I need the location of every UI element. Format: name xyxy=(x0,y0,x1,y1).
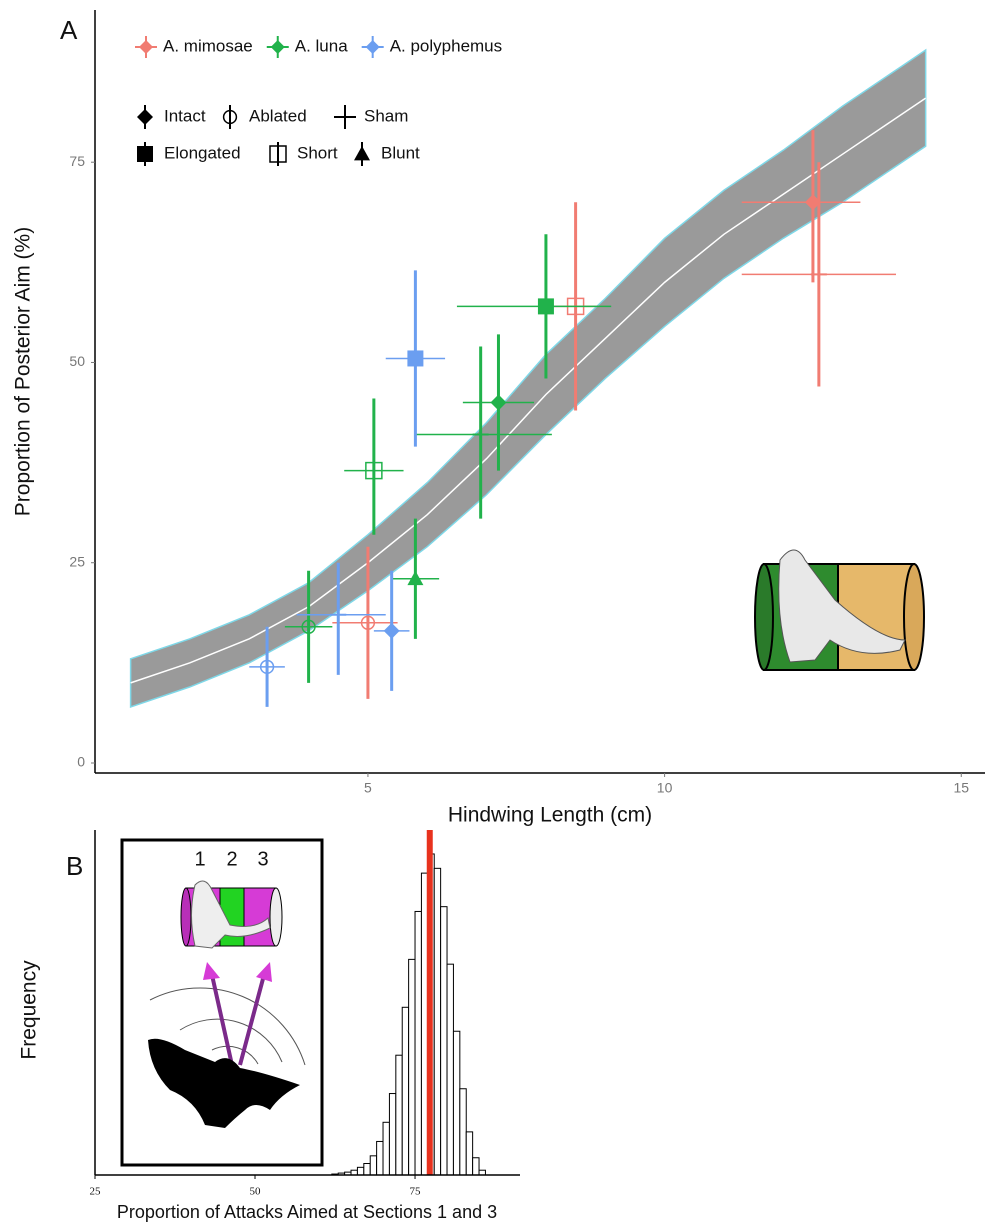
legend-label: Blunt xyxy=(381,143,420,162)
legend-label: Elongated xyxy=(164,143,241,162)
data-point xyxy=(301,619,316,634)
legend-label: Short xyxy=(297,143,338,162)
legend-marker xyxy=(139,40,153,54)
legend-label: A. polyphemus xyxy=(390,36,502,55)
data-point xyxy=(490,394,507,411)
histogram-bar xyxy=(369,1155,378,1176)
histogram-bar xyxy=(388,1093,397,1176)
y-tick-label: 50 xyxy=(69,353,85,369)
inset-section-label: 2 xyxy=(226,848,237,870)
legend-label: Ablated xyxy=(249,106,307,125)
panel-label: A xyxy=(60,15,78,45)
data-point xyxy=(537,298,554,315)
histogram-bar xyxy=(382,1121,390,1176)
legend-marker xyxy=(365,40,380,54)
y-axis-title: Frequency xyxy=(18,960,41,1060)
histogram-bar xyxy=(440,906,448,1176)
legend-label: A. luna xyxy=(295,36,348,55)
inset-section-label: 3 xyxy=(257,848,268,870)
data-point xyxy=(810,266,827,283)
y-tick-label: 25 xyxy=(69,553,85,569)
data-point xyxy=(330,606,347,623)
legend-marker xyxy=(137,109,153,125)
legend-marker xyxy=(269,145,287,163)
inset-section-label: 1 xyxy=(194,848,205,870)
y-tick-label: 75 xyxy=(69,153,85,169)
cylinder-illustration xyxy=(754,549,925,671)
panel-label: B xyxy=(66,851,83,881)
y-tick-label: 0 xyxy=(77,754,85,770)
data-point xyxy=(472,426,489,443)
histogram-bar xyxy=(433,867,442,1176)
histogram-bar xyxy=(401,1006,410,1176)
x-tick-label: 5 xyxy=(364,780,372,796)
legend-marker xyxy=(270,40,285,54)
histogram-bar xyxy=(408,958,416,1176)
fit-line xyxy=(130,97,927,684)
histogram-bar xyxy=(459,1088,467,1176)
data-point xyxy=(407,570,424,586)
x-tick-label: 25 xyxy=(90,1186,102,1198)
legend-label: A. mimosae xyxy=(163,36,253,55)
data-point xyxy=(383,622,400,639)
histogram-bar xyxy=(395,1054,403,1176)
data-point xyxy=(804,194,821,211)
x-tick-label: 50 xyxy=(250,1186,262,1198)
y-axis-title: Proportion of Posterior Aim (%) xyxy=(12,227,35,516)
histogram-bar xyxy=(465,1131,474,1176)
legend-marker xyxy=(354,146,370,161)
legend-label: Intact xyxy=(164,106,206,125)
data-point xyxy=(365,461,383,480)
data-point xyxy=(259,659,275,675)
legend-marker xyxy=(137,146,153,162)
legend-label: Sham xyxy=(364,106,408,125)
histogram-bar xyxy=(356,1166,365,1176)
histogram-bar xyxy=(376,1140,384,1176)
histogram-bar xyxy=(446,963,454,1176)
x-tick-label: 15 xyxy=(953,780,969,796)
histogram-bar xyxy=(452,1030,461,1176)
histogram-bar xyxy=(414,910,422,1176)
inset-illustration xyxy=(120,838,324,1167)
x-tick-label: 10 xyxy=(657,780,673,796)
observed-line xyxy=(426,830,433,1175)
x-tick-label: 75 xyxy=(410,1186,422,1198)
legend-marker xyxy=(222,109,238,125)
x-axis-title: Hindwing Length (cm) xyxy=(448,804,652,827)
histogram-bar xyxy=(363,1163,371,1176)
x-axis-title: Proportion of Attacks Aimed at Sections … xyxy=(117,1202,497,1222)
data-point xyxy=(407,350,424,367)
histogram-bar xyxy=(472,1157,480,1176)
data-point xyxy=(360,615,376,630)
